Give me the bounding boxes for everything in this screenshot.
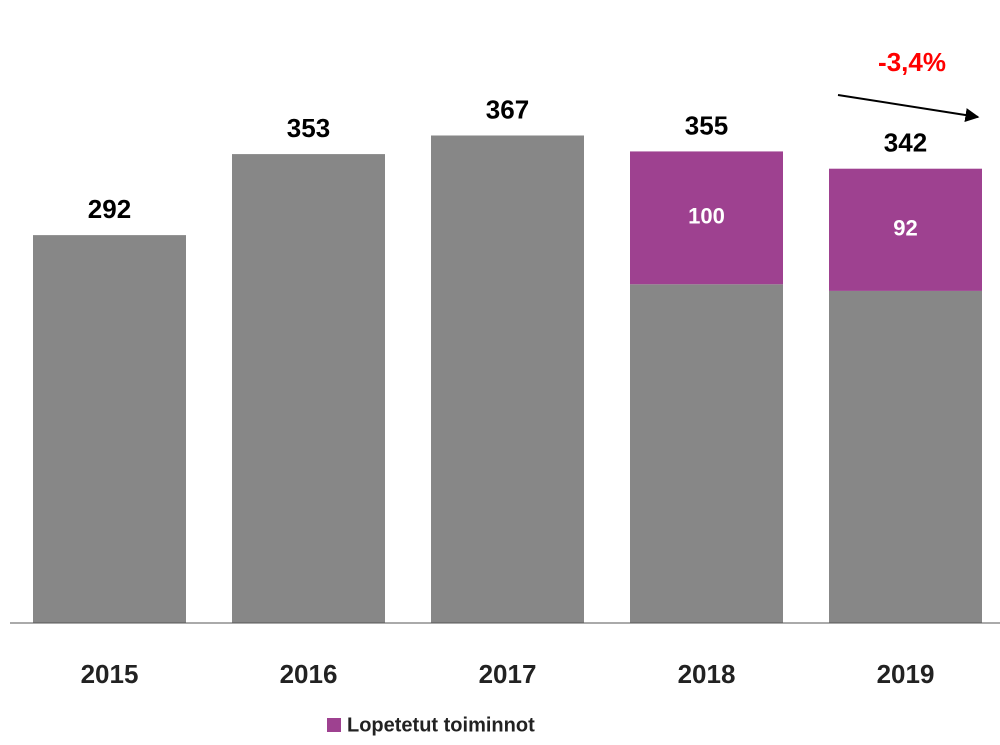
bar-segment [630, 151, 783, 285]
legend-swatch [327, 718, 341, 732]
total-label: 367 [486, 94, 529, 124]
segment-label: 100 [688, 204, 725, 229]
x-tick-label: 2015 [81, 659, 139, 689]
trend-arrow [837, 94, 980, 122]
x-tick-label: 2016 [280, 659, 338, 689]
bar-segment [33, 235, 186, 624]
total-label: 292 [88, 194, 131, 224]
bar-segment [232, 154, 385, 624]
annotation: -3,4% [878, 47, 946, 77]
bar-segment [829, 168, 982, 291]
total-label: 342 [884, 128, 927, 158]
total-label: 355 [685, 110, 728, 140]
bar-segment [829, 290, 982, 623]
total-label: 353 [287, 113, 330, 143]
x-tick-label: 2019 [877, 659, 935, 689]
segment-label: 92 [893, 216, 917, 241]
bar-segment [431, 135, 584, 623]
x-tick-label: 2017 [479, 659, 537, 689]
bar-segment [630, 284, 783, 623]
legend-label: Lopetetut toiminnot [347, 714, 535, 736]
x-tick-label: 2018 [678, 659, 736, 689]
